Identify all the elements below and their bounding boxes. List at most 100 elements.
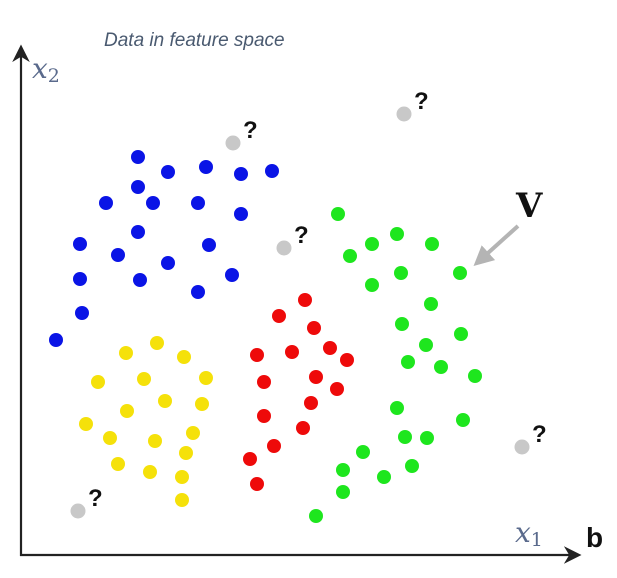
blue-point [131, 225, 145, 239]
green-point [377, 470, 391, 484]
red-point [272, 309, 286, 323]
yellow-point [120, 404, 134, 418]
unknown-point [396, 106, 412, 122]
yellow-point [150, 336, 164, 350]
red-point [243, 452, 257, 466]
green-point [405, 459, 419, 473]
green-point [424, 297, 438, 311]
vector-label: V [516, 186, 543, 226]
yellow-point [175, 493, 189, 507]
red-point [340, 353, 354, 367]
green-point [401, 355, 415, 369]
unknown-question-mark: ? [243, 117, 258, 144]
unknown-question-mark: ? [414, 88, 429, 115]
blue-point [202, 238, 216, 252]
blue-point [265, 164, 279, 178]
blue-point [73, 237, 87, 251]
blue-point [199, 160, 213, 174]
yellow-point [111, 457, 125, 471]
yellow-point [179, 446, 193, 460]
green-point [336, 485, 350, 499]
yellow-point [103, 431, 117, 445]
yellow-point [177, 350, 191, 364]
blue-point [161, 256, 175, 270]
y-axis-label: x2 [32, 52, 60, 87]
red-point [267, 439, 281, 453]
green-point [365, 278, 379, 292]
yellow-point [148, 434, 162, 448]
green-point [398, 430, 412, 444]
green-point [420, 431, 434, 445]
blue-point [131, 150, 145, 164]
red-point [309, 370, 323, 384]
green-point [356, 445, 370, 459]
panel-letter: b [586, 522, 604, 553]
red-point [330, 382, 344, 396]
red-point [257, 409, 271, 423]
green-point [390, 401, 404, 415]
green-point [309, 509, 323, 523]
green-point [454, 327, 468, 341]
green-point [331, 207, 345, 221]
red-point [323, 341, 337, 355]
red-point [257, 375, 271, 389]
yellow-point [199, 371, 213, 385]
red-point [250, 477, 264, 491]
yellow-point [175, 470, 189, 484]
x-axis-label-base: x [515, 516, 531, 549]
y-axis-label-base: x [32, 52, 48, 85]
x-axis-label: x1 [515, 516, 543, 551]
x-axis-label-sub: 1 [530, 529, 543, 551]
blue-point [191, 285, 205, 299]
yellow-point [119, 346, 133, 360]
unknown-point [514, 439, 530, 455]
vector-arrow [473, 224, 520, 267]
blue-point [191, 196, 205, 210]
yellow-point [137, 372, 151, 386]
red-point [304, 396, 318, 410]
blue-point [225, 268, 239, 282]
blue-point [146, 196, 160, 210]
blue-point [131, 180, 145, 194]
unknown-question-mark: ? [532, 421, 547, 448]
green-point [468, 369, 482, 383]
red-point [296, 421, 310, 435]
unknown-point [276, 240, 292, 256]
unknown-point [225, 135, 241, 151]
yellow-point [186, 426, 200, 440]
yellow-point [195, 397, 209, 411]
green-point [395, 317, 409, 331]
green-point [365, 237, 379, 251]
blue-point [234, 207, 248, 221]
chart-title: Data in feature space [104, 30, 285, 51]
unknown-question-mark: ? [294, 222, 309, 249]
green-point [343, 249, 357, 263]
yellow-point [91, 375, 105, 389]
green-point [453, 266, 467, 280]
green-point [456, 413, 470, 427]
unknown-question-mark: ? [88, 485, 103, 512]
green-point [419, 338, 433, 352]
green-point [390, 227, 404, 241]
unknown-point [70, 503, 86, 519]
green-point [336, 463, 350, 477]
green-point [394, 266, 408, 280]
green-point [434, 360, 448, 374]
blue-point [49, 333, 63, 347]
y-axis-label-sub: 2 [47, 65, 60, 87]
red-point [285, 345, 299, 359]
blue-point [73, 272, 87, 286]
red-point [298, 293, 312, 307]
blue-point [99, 196, 113, 210]
blue-point [111, 248, 125, 262]
blue-point [161, 165, 175, 179]
yellow-point [79, 417, 93, 431]
red-point [250, 348, 264, 362]
yellow-point [158, 394, 172, 408]
blue-point [234, 167, 248, 181]
blue-point [75, 306, 89, 320]
blue-point [133, 273, 147, 287]
yellow-point [143, 465, 157, 479]
